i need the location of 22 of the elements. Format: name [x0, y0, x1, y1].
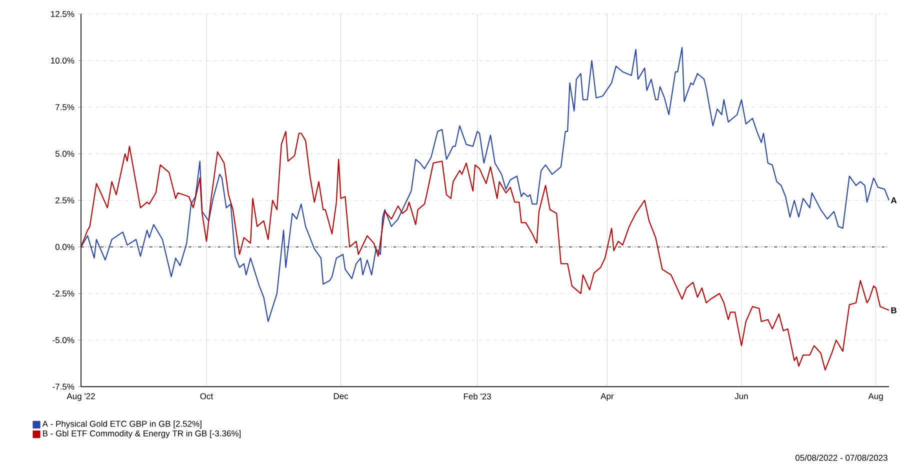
y-tick-label: 10.0%: [51, 58, 74, 64]
y-tick-label: 7.5%: [56, 104, 74, 110]
x-tick-label: Feb '23: [464, 393, 491, 400]
annotation: B: [891, 307, 896, 314]
annotation: A: [890, 197, 897, 204]
y-tick-label: 5.0%: [55, 150, 74, 157]
x-tick-label: Aug: [868, 393, 883, 401]
x-tick-label: Dec: [334, 393, 348, 400]
line-series: [80, 130, 890, 370]
y-tick-label: -5.0%: [52, 337, 74, 344]
text: 05/08/2022 - 07/08/2023: [796, 454, 888, 461]
x-tick-label: Jun: [734, 393, 748, 400]
legend-label: B - Gbl ETF Commodity & Energy TR in GB [-3.36%]: [43, 430, 241, 438]
legend-label: A - Physical Gold ETC GBP in GB [2.52%]: [42, 420, 202, 428]
x-tick-label: Apr: [600, 393, 614, 401]
x-tick-label: Oct: [200, 393, 214, 400]
x-tick-label: Aug '22: [66, 393, 95, 401]
y-tick-label: 0.0%: [55, 244, 74, 250]
y-tick-label: 12.5%: [51, 10, 74, 17]
y-tick-label: 2.5%: [56, 197, 74, 204]
y-tick-label: -7.5%: [52, 384, 74, 390]
y-tick-label: -2.5%: [52, 290, 74, 297]
